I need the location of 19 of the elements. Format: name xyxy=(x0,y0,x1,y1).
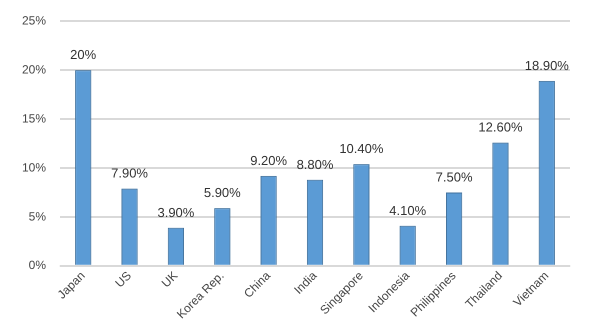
x-tick-label: US xyxy=(112,268,134,290)
y-tick-label: 20% xyxy=(22,62,46,76)
data-label: 12.60% xyxy=(478,120,523,135)
y-tick-label: 5% xyxy=(28,209,46,224)
data-label: 5.90% xyxy=(204,185,242,200)
data-label: 18.90% xyxy=(524,58,570,73)
data-label: 10.40% xyxy=(339,141,384,156)
x-tick-label: UK xyxy=(158,268,180,290)
data-label: 20% xyxy=(70,47,97,62)
data-label: 3.90% xyxy=(157,204,195,220)
y-tick-label: 0% xyxy=(28,258,46,272)
data-label: 8.80% xyxy=(296,156,334,172)
data-label: 9.20% xyxy=(250,152,288,168)
data-label: 7.90% xyxy=(111,166,148,181)
y-tick-label: 15% xyxy=(22,111,46,126)
data-label: 7.50% xyxy=(436,170,473,185)
data-label: 4.10% xyxy=(389,202,427,218)
y-tick-label: 10% xyxy=(22,160,46,174)
y-tick-label: 25% xyxy=(22,14,46,28)
